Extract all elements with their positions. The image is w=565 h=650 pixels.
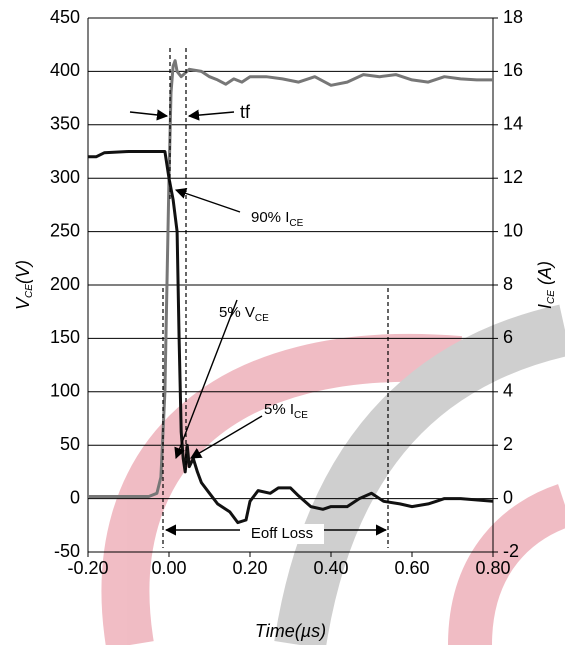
label: 5% ICE xyxy=(264,401,308,421)
arrow xyxy=(190,415,263,459)
y2-tick-label: 12 xyxy=(503,167,523,187)
label-text: tf xyxy=(240,102,251,122)
y2-tick-label: 10 xyxy=(503,220,523,240)
grid xyxy=(87,17,498,557)
y2-tick-label: 6 xyxy=(503,327,513,347)
label-bg xyxy=(240,524,324,544)
x-tick-label: -0.20 xyxy=(67,558,108,578)
subscript: CE xyxy=(255,313,269,324)
label: VCE(V) xyxy=(13,260,35,310)
y2-tick-label: 2 xyxy=(503,434,513,454)
label-text: 90% I xyxy=(251,209,289,226)
subscript: CE xyxy=(24,284,35,298)
label: 5% VCE xyxy=(219,304,269,324)
y-tick-label: 200 xyxy=(50,274,80,294)
label-text: 5% I xyxy=(264,401,294,418)
label-text: (A) xyxy=(535,261,555,290)
y2-tick-label: 16 xyxy=(503,60,523,80)
x-tick-label: 0.80 xyxy=(475,558,510,578)
arrow xyxy=(187,109,235,121)
y2-tick-label: 0 xyxy=(503,487,513,507)
label: ICE (A) xyxy=(535,261,557,309)
data-line xyxy=(88,59,493,498)
y-tick-label: 50 xyxy=(60,434,80,454)
x-tick-label: 0.00 xyxy=(151,558,186,578)
label: 90% ICE xyxy=(251,209,304,229)
y-tick-label: 450 xyxy=(50,7,80,27)
data-line xyxy=(88,150,494,525)
arrow xyxy=(129,109,169,121)
y-tick-label: 100 xyxy=(50,381,80,401)
y-tick-label: 250 xyxy=(50,220,80,240)
label-text: (V) xyxy=(13,260,33,284)
subscript: CE xyxy=(289,218,303,229)
y2-tick-label: 18 xyxy=(503,7,523,27)
y2-tick-label: -2 xyxy=(503,541,519,561)
x-tick-label: 0.60 xyxy=(394,558,429,578)
y2-tick-label: 8 xyxy=(503,274,513,294)
label-text: 5% V xyxy=(219,304,255,321)
label-text: I xyxy=(535,304,555,309)
y-tick-label: 300 xyxy=(50,167,80,187)
arrow xyxy=(174,299,238,460)
y-tick-label: 400 xyxy=(50,60,80,80)
y-tick-label: 150 xyxy=(50,327,80,347)
labels: -50 0 50 100 150 200 250 300 350 400 450 -2 0 2 4 6 8 10 1… xyxy=(13,7,557,641)
y-tick-label: -50 xyxy=(54,541,80,561)
guides xyxy=(162,48,389,548)
x-axis-label: Time(µs) xyxy=(255,621,326,641)
watermark xyxy=(101,304,565,649)
y-tick-label: 0 xyxy=(70,487,80,507)
y2-tick-label: 14 xyxy=(503,114,523,134)
label-text: Eoff Loss xyxy=(251,525,313,542)
x-tick-label: 0.40 xyxy=(313,558,348,578)
arrow xyxy=(174,187,241,213)
y2-tick-label: 4 xyxy=(503,381,513,401)
y-tick-label: 350 xyxy=(50,114,80,134)
label: Eoff Loss xyxy=(251,525,313,542)
x-tick-label: 0.20 xyxy=(232,558,267,578)
subscript: CE xyxy=(546,290,557,304)
label-text: V xyxy=(13,296,33,310)
subscript: CE xyxy=(294,410,308,421)
label: tf xyxy=(240,102,251,122)
